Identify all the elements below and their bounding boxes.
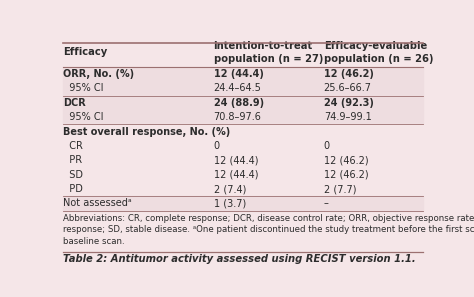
Text: 12 (46.2): 12 (46.2): [324, 170, 368, 180]
Text: PD: PD: [63, 184, 83, 194]
Text: 12 (44.4): 12 (44.4): [213, 69, 264, 79]
Text: ORR, No. (%): ORR, No. (%): [63, 69, 134, 79]
Text: CR: CR: [63, 141, 83, 151]
Text: 12 (44.4): 12 (44.4): [213, 155, 258, 165]
Text: –: –: [324, 198, 328, 208]
Text: 70.8–97.6: 70.8–97.6: [213, 112, 262, 122]
Text: Not assessedᵃ: Not assessedᵃ: [63, 198, 132, 208]
Bar: [63, 168, 423, 182]
Text: 95% CI: 95% CI: [63, 83, 103, 94]
Bar: [63, 124, 423, 139]
Text: Intention-to-treat
population (n = 27): Intention-to-treat population (n = 27): [213, 41, 323, 64]
Bar: [63, 67, 423, 81]
Text: 24 (88.9): 24 (88.9): [213, 98, 264, 108]
Bar: [63, 81, 423, 96]
Text: 0: 0: [324, 141, 330, 151]
Text: Efficacy: Efficacy: [63, 48, 107, 57]
Bar: [63, 196, 423, 211]
Bar: [63, 182, 423, 196]
Text: 0: 0: [213, 141, 219, 151]
Text: PR: PR: [63, 155, 82, 165]
Text: 1 (3.7): 1 (3.7): [213, 198, 246, 208]
Text: 12 (46.2): 12 (46.2): [324, 69, 374, 79]
Text: 25.6–66.7: 25.6–66.7: [324, 83, 372, 94]
Text: 74.9–99.1: 74.9–99.1: [324, 112, 372, 122]
Bar: [63, 42, 423, 67]
Bar: [63, 139, 423, 153]
Text: Abbreviations: CR, complete response; DCR, disease control rate; ORR, objective : Abbreviations: CR, complete response; DC…: [63, 214, 474, 246]
Text: DCR: DCR: [63, 98, 86, 108]
Text: 2 (7.4): 2 (7.4): [213, 184, 246, 194]
Bar: [63, 96, 423, 110]
Text: Efficacy-evaluable
population (n = 26): Efficacy-evaluable population (n = 26): [324, 41, 433, 64]
Text: 12 (44.4): 12 (44.4): [213, 170, 258, 180]
Text: 95% CI: 95% CI: [63, 112, 103, 122]
Text: 24 (92.3): 24 (92.3): [324, 98, 374, 108]
Text: 12 (46.2): 12 (46.2): [324, 155, 368, 165]
Text: 2 (7.7): 2 (7.7): [324, 184, 356, 194]
Bar: [63, 153, 423, 168]
Text: Table 2: Antitumor activity assessed using RECIST version 1.1.: Table 2: Antitumor activity assessed usi…: [63, 254, 416, 263]
Text: Best overall response, No. (%): Best overall response, No. (%): [63, 127, 230, 137]
Bar: [63, 110, 423, 124]
Text: SD: SD: [63, 170, 83, 180]
Text: 24.4–64.5: 24.4–64.5: [213, 83, 262, 94]
